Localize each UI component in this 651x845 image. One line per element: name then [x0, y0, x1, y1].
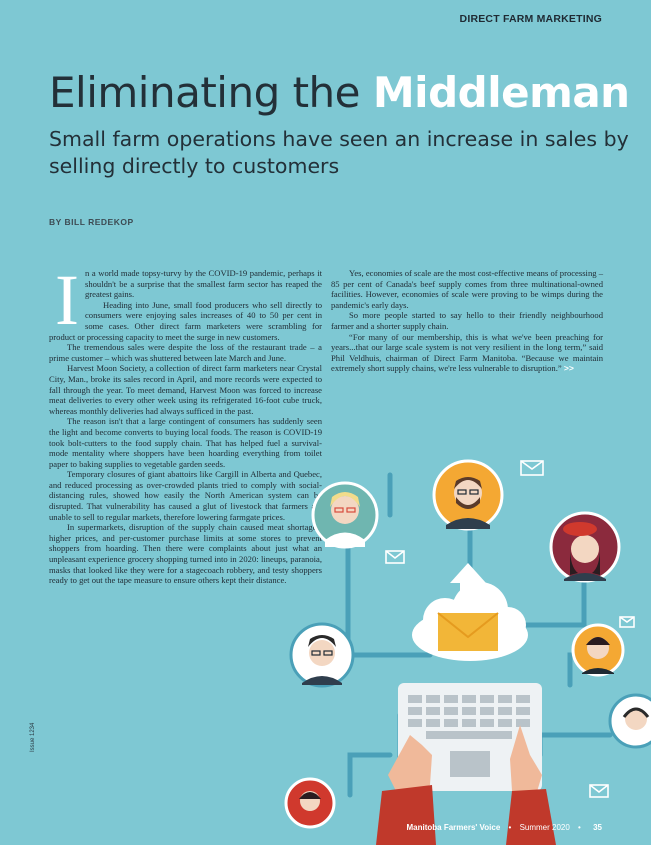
- issue-side-note: Issue 1234: [30, 722, 36, 752]
- article-title: Eliminating the Middleman: [49, 68, 630, 117]
- paragraph: “For many of our membership, this is wha…: [331, 332, 603, 374]
- avatar-red-beret: [549, 511, 621, 583]
- page-number: 35: [593, 823, 602, 832]
- title-highlight: Middleman: [372, 68, 630, 117]
- avatar-glasses-man: [289, 622, 355, 688]
- upload-arrow-icon: [450, 563, 486, 597]
- network-illustration: [284, 459, 651, 845]
- article-column-right: Yes, economies of scale are the most cos…: [331, 268, 603, 374]
- footer-separator: •: [578, 823, 581, 832]
- avatar-redhead-woman: [284, 777, 336, 829]
- envelope-icon: [437, 612, 499, 651]
- section-tag: DIRECT FARM MARKETING: [459, 13, 602, 25]
- avatar-chef-woman: [571, 623, 625, 677]
- mail-icons: [385, 460, 635, 798]
- paragraph-text: “For many of our membership, this is wha…: [331, 331, 603, 374]
- paragraph: Yes, economies of scale are the most cos…: [331, 268, 603, 310]
- paragraph: So more people started to say hello to t…: [331, 310, 603, 331]
- paragraph: Harvest Moon Society, a collection of di…: [49, 363, 322, 416]
- page-footer: Manitoba Farmers' Voice • Summer 2020 • …: [407, 823, 603, 832]
- article-column-left: I n a world made topsy-turvy by the COVI…: [49, 260, 322, 586]
- article-subtitle: Small farm operations have seen an incre…: [49, 127, 629, 178]
- typing-hands: [376, 725, 556, 845]
- title-main: Eliminating the: [49, 68, 361, 117]
- avatar-blonde: [311, 481, 379, 549]
- laptop-icon: [398, 683, 542, 791]
- paragraph: n a world made topsy-turvy by the COVID-…: [84, 268, 322, 300]
- byline: BY BILL REDEKOP: [49, 217, 134, 227]
- paragraph: The reason isn't that a large contingent…: [49, 416, 322, 469]
- paragraph: Heading into June, small food producers …: [49, 299, 322, 342]
- publication-name: Manitoba Farmers' Voice: [406, 823, 501, 832]
- drop-cap: I: [55, 260, 79, 340]
- paragraph: The tremendous sales were despite the lo…: [49, 342, 322, 363]
- issue-date: Summer 2020: [519, 823, 570, 832]
- paragraph: Temporary closures of giant abattoirs li…: [49, 469, 322, 522]
- footer-separator: •: [508, 823, 512, 832]
- paragraph: In supermarkets, disruption of the suppl…: [49, 522, 322, 586]
- avatar-bearded-man: [432, 459, 504, 531]
- avatar-headset-man: [608, 693, 651, 749]
- continue-marker: >>: [563, 363, 574, 374]
